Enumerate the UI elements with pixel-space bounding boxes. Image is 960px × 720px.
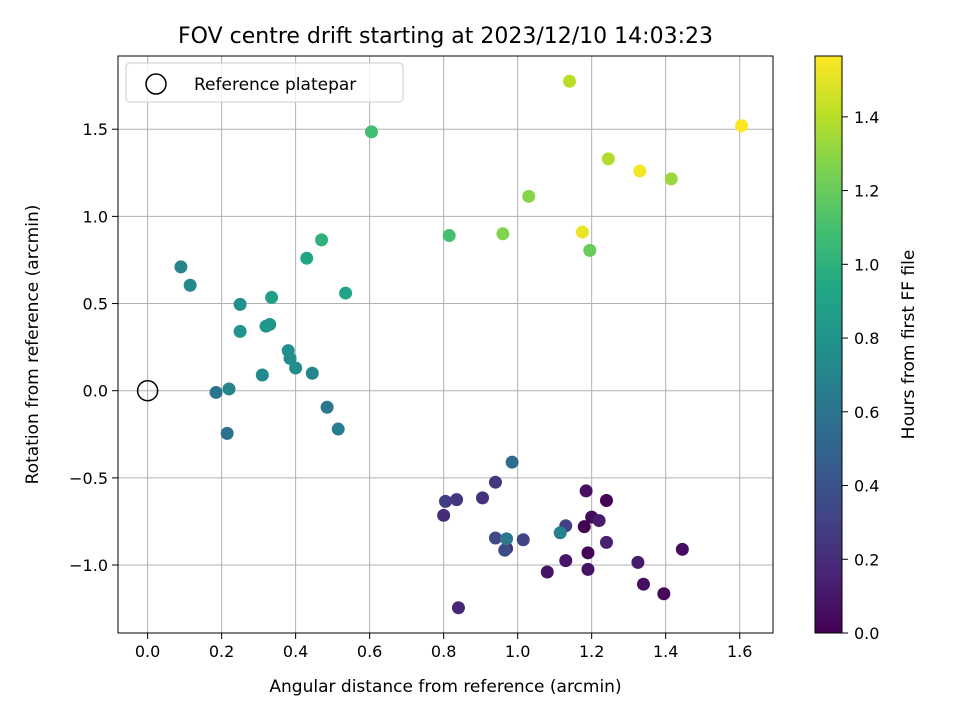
data-point <box>583 243 597 257</box>
data-point <box>559 554 573 568</box>
x-tick-label: 0.4 <box>283 642 308 661</box>
colorbar-tick-label: 0.4 <box>854 477 879 496</box>
data-point <box>505 455 519 469</box>
grid <box>118 56 773 633</box>
x-axis-label: Angular distance from reference (arcmin) <box>269 677 621 697</box>
data-point <box>636 577 650 591</box>
colorbar-tick-label: 0.8 <box>854 329 879 348</box>
data-point <box>498 543 512 557</box>
x-tick-label: 0.0 <box>135 642 160 661</box>
colorbar-label: Hours from first FF file <box>899 250 919 440</box>
y-axis-label: Rotation from reference (arcmin) <box>23 205 43 485</box>
colorbar-tick-label: 0.0 <box>854 624 879 643</box>
data-point <box>300 251 314 265</box>
x-tick-label: 0.8 <box>431 642 456 661</box>
data-point <box>735 119 749 133</box>
data-point <box>450 493 464 507</box>
data-point <box>220 426 234 440</box>
x-tick-label: 0.2 <box>209 642 234 661</box>
data-point <box>281 344 295 358</box>
data-point <box>233 324 247 338</box>
data-point <box>339 286 353 300</box>
data-point <box>265 290 279 304</box>
data-point <box>451 601 465 615</box>
y-tick-label: −0.5 <box>69 469 108 488</box>
data-point <box>579 484 593 498</box>
y-tick-label: 0.5 <box>83 295 108 314</box>
data-point <box>500 532 514 546</box>
data-point <box>437 508 451 522</box>
data-point <box>364 125 378 139</box>
data-point <box>488 531 502 545</box>
data-point <box>331 422 345 436</box>
data-point <box>233 297 247 311</box>
data-point <box>263 317 277 331</box>
data-point <box>488 475 502 489</box>
data-point <box>540 565 554 579</box>
legend: Reference platepar <box>125 62 404 103</box>
data-point <box>562 74 576 88</box>
data-point <box>174 260 188 274</box>
y-tick-label: 0.0 <box>83 382 108 401</box>
data-point <box>255 368 269 382</box>
y-tick-label: 1.5 <box>83 120 108 139</box>
x-tick-label: 1.0 <box>505 642 530 661</box>
data-point <box>315 233 329 247</box>
data-point <box>305 366 319 380</box>
data-point <box>601 152 615 166</box>
x-tick-label: 0.6 <box>357 642 382 661</box>
data-point <box>575 225 589 239</box>
data-point <box>577 520 591 534</box>
data-point <box>581 562 595 576</box>
y-axis-ticks: −1.0 −0.5 0.0 0.5 1.0 1.5 <box>69 120 118 575</box>
legend-label: Reference platepar <box>194 75 356 95</box>
y-tick-label: 1.0 <box>83 207 108 226</box>
x-tick-label: 1.4 <box>653 642 678 661</box>
colorbar-tick-label: 1.0 <box>854 255 879 274</box>
legend-marker-open-circle <box>145 73 167 95</box>
chart-title: FOV centre drift starting at 2023/12/10 … <box>178 24 713 49</box>
colorbar-tick-label: 1.2 <box>854 182 879 201</box>
data-point <box>631 555 645 569</box>
y-tick-label: −1.0 <box>69 556 108 575</box>
colorbar-tick-label: 1.4 <box>854 108 879 127</box>
data-point <box>599 535 613 549</box>
data-point <box>657 587 671 601</box>
colorbar <box>814 55 843 634</box>
data-point <box>442 229 456 243</box>
data-point <box>664 172 678 186</box>
data-point <box>522 189 536 203</box>
data-point <box>209 385 223 399</box>
colorbar-tick-label: 0.6 <box>854 403 879 422</box>
x-axis-ticks: 0.0 0.2 0.4 0.6 0.8 1.0 1.2 1.4 1.6 <box>135 633 752 661</box>
data-point <box>581 546 595 560</box>
data-point <box>496 227 510 241</box>
data-point <box>476 491 490 505</box>
data-point <box>599 494 613 508</box>
data-point <box>439 494 452 508</box>
legend-box <box>125 62 404 103</box>
data-point <box>222 382 236 396</box>
data-point <box>516 533 530 547</box>
axes-frame <box>117 55 774 634</box>
data-point <box>633 164 647 178</box>
x-tick-label: 1.6 <box>727 642 752 661</box>
data-point <box>592 514 606 528</box>
x-tick-label: 1.2 <box>579 642 604 661</box>
data-point <box>183 278 197 292</box>
data-point <box>675 542 689 556</box>
colorbar-tick-label: 0.2 <box>854 550 879 569</box>
data-point <box>289 361 303 375</box>
data-point <box>553 526 567 540</box>
data-point <box>320 400 334 414</box>
data-points <box>174 74 749 615</box>
colorbar-ticks: 0.0 0.2 0.4 0.6 0.8 1.0 1.2 1.4 <box>842 108 879 643</box>
reference-platepar-marker <box>136 379 159 402</box>
